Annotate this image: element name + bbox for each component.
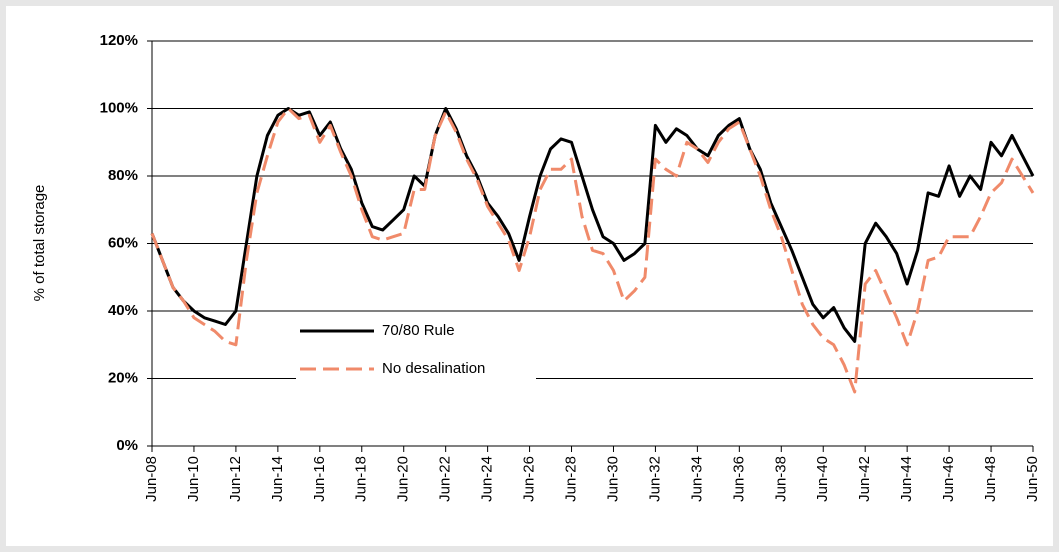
legend-label: 70/80 Rule (382, 322, 455, 339)
x-tick-label: Jun-36 (730, 456, 747, 502)
series-line (150, 107, 1035, 343)
x-tick-label: Jun-10 (185, 456, 202, 502)
y-axis-label: % of total storage (31, 185, 48, 302)
x-tick-label: Jun-40 (814, 456, 831, 502)
x-tick-label: Jun-42 (856, 456, 873, 502)
y-tick-label: 40% (108, 302, 138, 319)
x-tick-label: Jun-12 (227, 456, 244, 502)
y-tick-label: 80% (108, 167, 138, 184)
x-tick-label: Jun-26 (521, 456, 538, 502)
y-tick-label: 100% (100, 99, 138, 116)
x-tick-label: Jun-22 (437, 456, 454, 502)
y-tick-label: 20% (108, 369, 138, 386)
legend-label: No desalination (382, 360, 485, 377)
x-tick-label: Jun-14 (269, 456, 286, 502)
x-tick-label: Jun-28 (562, 456, 579, 502)
series-line (150, 107, 1035, 394)
x-tick-label: Jun-30 (604, 456, 621, 502)
x-tick-label: Jun-38 (772, 456, 789, 502)
x-tick-label: Jun-34 (688, 456, 705, 502)
x-tick-label: Jun-18 (353, 456, 370, 502)
y-tick-label: 0% (116, 437, 138, 454)
x-tick-label: Jun-32 (646, 456, 663, 502)
x-tick-label: Jun-48 (982, 456, 999, 502)
x-tick-label: Jun-50 (1024, 456, 1041, 502)
x-tick-label: Jun-08 (143, 456, 160, 502)
y-tick-label: 60% (108, 234, 138, 251)
x-tick-label: Jun-44 (898, 456, 915, 502)
x-tick-label: Jun-16 (311, 456, 328, 502)
x-tick-label: Jun-46 (940, 456, 957, 502)
legend-box (296, 315, 536, 387)
x-tick-label: Jun-24 (479, 456, 496, 502)
y-tick-label: 120% (100, 32, 138, 49)
x-tick-label: Jun-20 (395, 456, 412, 502)
